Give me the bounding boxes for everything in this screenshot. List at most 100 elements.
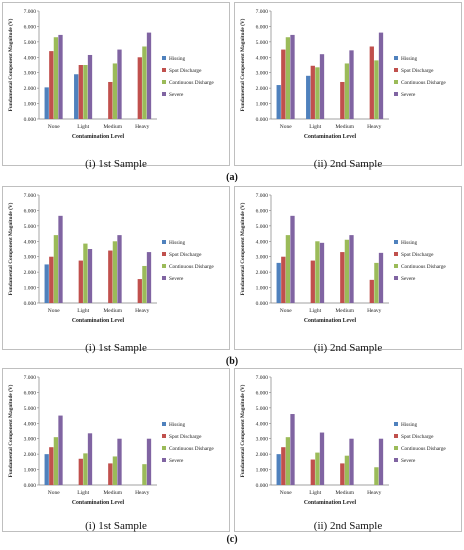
legend-label: Hissing <box>401 56 418 62</box>
bar-chart: 0.000 1.000 2.000 3.000 4.000 5.000 6.000 7.000… <box>239 9 446 140</box>
y-tick-label: 3.000 <box>24 437 37 443</box>
bar-chart: 0.000 1.000 2.000 3.000 4.000 5.000 6.000 7.000… <box>7 375 214 506</box>
y-tick-label: 2.000 <box>24 86 37 92</box>
bar <box>44 87 49 119</box>
row-label: (a) <box>226 172 238 183</box>
y-tick-label: 6.000 <box>256 24 269 30</box>
y-tick-label: 1.000 <box>24 102 37 108</box>
x-axis-title: Contamination Level <box>72 500 125 506</box>
y-tick-label: 6.000 <box>24 24 37 30</box>
bar <box>44 454 49 485</box>
bar <box>58 215 63 303</box>
y-axis-title: Fundamental Component Magnitude (V) <box>7 18 14 111</box>
bar <box>112 456 118 485</box>
y-tick-label: 4.000 <box>24 239 37 245</box>
bar <box>137 57 142 119</box>
chart-panel: 0.000 1.000 2.000 3.000 4.000 5.000 6.000 7.000… <box>234 2 462 166</box>
legend-swatch <box>394 446 398 450</box>
x-tick-label: Light <box>309 308 321 314</box>
legend-swatch <box>394 68 398 72</box>
y-tick-label: 6.000 <box>256 208 269 214</box>
legend-label: Spot Discharge <box>169 68 202 74</box>
legend-label: Hissing <box>169 422 186 428</box>
x-tick-label: Heavy <box>135 490 150 496</box>
legend-label: Spot Discharge <box>401 252 434 258</box>
bar <box>344 63 350 119</box>
bar <box>285 437 291 485</box>
bar <box>108 250 113 303</box>
y-axis-title: Fundamental Component Magnitude (V) <box>7 384 14 477</box>
x-tick-label: Heavy <box>135 308 150 314</box>
bar <box>112 63 118 119</box>
bar <box>146 32 152 119</box>
bar <box>58 415 63 485</box>
legend-swatch <box>394 264 398 268</box>
bar <box>74 74 79 119</box>
bar <box>58 34 63 119</box>
chart-caption: (ii) 2nd Sample <box>313 158 383 170</box>
chart-caption: (ii) 2nd Sample <box>313 520 383 532</box>
bar <box>349 235 354 303</box>
y-tick-label: 3.000 <box>24 255 37 261</box>
bar <box>53 437 59 485</box>
legend-label: Severe <box>169 276 184 282</box>
y-tick-label: 2.000 <box>24 452 37 458</box>
legend-label: Continuous Disharge <box>401 446 446 452</box>
y-tick-label: 4.000 <box>256 421 269 427</box>
legend-swatch <box>162 276 166 280</box>
bar <box>78 260 83 303</box>
legend-swatch <box>394 422 398 426</box>
legend-label: Continuous Disharge <box>169 80 214 86</box>
y-tick-label: 5.000 <box>256 224 269 230</box>
chart-panel: 0.000 1.000 2.000 3.000 4.000 5.000 6.000 7.000… <box>2 368 230 532</box>
bar <box>374 467 379 485</box>
bar <box>276 85 281 119</box>
x-tick-label: Medium <box>103 124 122 130</box>
bar <box>83 243 88 303</box>
legend-swatch <box>394 56 398 60</box>
legend-swatch <box>162 80 166 84</box>
y-tick-label: 5.000 <box>256 406 269 412</box>
legend-swatch <box>162 422 166 426</box>
x-tick-label: Light <box>309 490 321 496</box>
y-tick-label: 5.000 <box>24 224 37 230</box>
chart-panel: 0.000 1.000 2.000 3.000 4.000 5.000 6.000 7.000… <box>234 368 462 532</box>
bar <box>78 65 83 119</box>
y-tick-label: 6.000 <box>256 390 269 396</box>
legend-swatch <box>394 434 398 438</box>
bar <box>83 453 88 485</box>
x-tick-label: Heavy <box>367 124 382 130</box>
bar <box>290 414 295 485</box>
y-tick-label: 1.000 <box>24 468 37 474</box>
bar <box>306 75 311 119</box>
bar <box>108 81 113 119</box>
legend-swatch <box>394 80 398 84</box>
x-tick-label: Light <box>77 490 89 496</box>
y-tick-label: 2.000 <box>256 452 269 458</box>
bar <box>319 54 325 120</box>
bar <box>374 60 379 119</box>
y-tick-label: 4.000 <box>256 55 269 61</box>
legend-label: Spot Discharge <box>401 434 434 440</box>
row-label: (b) <box>225 356 239 367</box>
chart-panel: 0.000 1.000 2.000 3.000 4.000 5.000 6.000 7.000… <box>2 2 230 166</box>
y-tick-label: 7.000 <box>256 9 269 15</box>
bar <box>276 454 281 485</box>
x-tick-label: Light <box>77 308 89 314</box>
legend-label: Spot Discharge <box>169 252 202 258</box>
legend-swatch <box>394 240 398 244</box>
y-tick-label: 5.000 <box>256 40 269 46</box>
y-tick-label: 6.000 <box>24 208 37 214</box>
bar <box>146 438 152 485</box>
legend-label: Hissing <box>401 240 418 246</box>
bar <box>344 239 350 303</box>
y-tick-label: 4.000 <box>24 421 37 427</box>
y-tick-label: 7.000 <box>256 193 269 199</box>
x-tick-label: Light <box>309 124 321 130</box>
y-tick-label: 5.000 <box>24 40 37 46</box>
bar <box>53 37 59 119</box>
bar <box>281 49 286 120</box>
legend-label: Hissing <box>169 56 186 62</box>
legend-swatch <box>162 252 166 256</box>
y-axis-title: Fundamental Component Magnitude (V) <box>239 384 246 477</box>
